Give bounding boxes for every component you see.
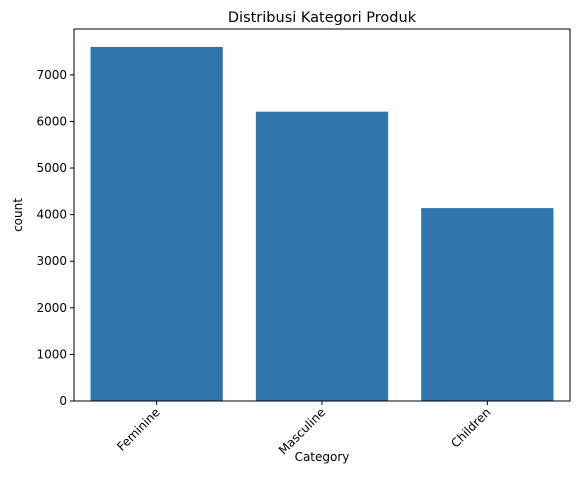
y-tick-label: 0 (59, 394, 67, 408)
x-tick-label: Feminine (114, 405, 163, 454)
y-tick-label: 6000 (36, 114, 67, 128)
x-axis-label: Category (295, 450, 350, 464)
bar-masculine (255, 111, 389, 401)
y-tick-label: 2000 (36, 301, 67, 315)
y-axis: 0 1000 2000 3000 4000 5000 6000 7000 (36, 68, 74, 408)
y-tick-label: 1000 (36, 347, 67, 361)
bar-feminine (90, 46, 223, 401)
y-tick-label: 7000 (36, 68, 67, 82)
x-tick-label: Children (448, 405, 493, 450)
bar-children (421, 208, 554, 401)
y-axis-label: count (11, 198, 25, 232)
y-tick-label: 3000 (36, 254, 67, 268)
chart-title: Distribusi Kategori Produk (228, 10, 417, 26)
x-axis: Feminine Masculine Children (114, 401, 493, 457)
y-tick-label: 4000 (36, 208, 67, 222)
y-tick-label: 5000 (36, 161, 67, 175)
bars-group (90, 46, 554, 401)
